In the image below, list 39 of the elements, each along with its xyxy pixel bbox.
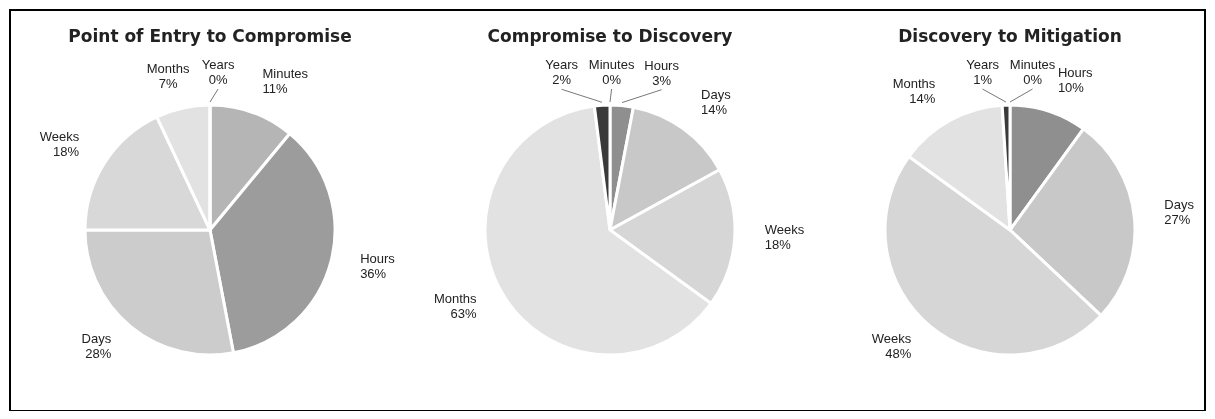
slice-label: Years [966, 57, 1000, 73]
data-label: 28% [85, 346, 112, 362]
data-label: 63% [450, 305, 478, 321]
slice-label: Days [81, 331, 112, 347]
data-label: 48% [885, 346, 912, 362]
data-label: 7% [158, 75, 178, 91]
chart-title: Point of Entry to Compromise [68, 26, 352, 46]
data-label: 11% [262, 81, 288, 97]
data-label: 10% [1057, 79, 1085, 95]
text: 0% [208, 72, 228, 87]
category-label: Minutes [1009, 57, 1056, 72]
data-label: 2% [552, 72, 572, 88]
slice-label: Months [892, 76, 936, 92]
text: 0% [602, 72, 622, 87]
slice-label: Years [545, 57, 579, 73]
slice-label: Days [1164, 197, 1195, 213]
data-label: 18% [764, 236, 792, 252]
slice-label: Hours [360, 250, 396, 266]
data-label: 14% [909, 91, 936, 107]
chart-title: Discovery to Mitigation [898, 26, 1122, 46]
category-label: Years [201, 57, 235, 72]
data-label: 3% [652, 72, 672, 88]
chart-title: Compromise to Discovery [487, 26, 733, 46]
data-label: 36% [360, 265, 387, 281]
slice-label: Weeks [764, 221, 805, 237]
text: 0% [1023, 72, 1042, 87]
slice-label: Days [701, 86, 732, 102]
slice-label: Weeks [39, 128, 80, 144]
slice-label: Hours [644, 57, 680, 73]
category-label: Minutes [588, 57, 635, 72]
slice-label: Minutes [262, 66, 309, 82]
slice-label: Hours [1057, 64, 1094, 80]
data-label: 27% [1164, 212, 1191, 228]
data-label: 1% [973, 72, 993, 88]
data-label: 18% [53, 143, 80, 159]
data-label: 14% [701, 101, 728, 117]
slice-label: Months [146, 60, 190, 76]
slice-label: Weeks [871, 331, 912, 347]
slice-label: Months [433, 290, 478, 306]
